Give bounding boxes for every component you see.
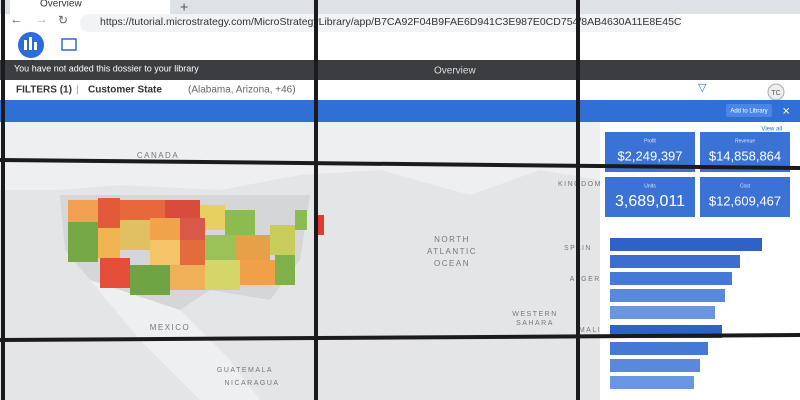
kpi-card <box>700 177 790 217</box>
state <box>205 260 240 290</box>
state <box>180 240 205 265</box>
state <box>120 200 165 220</box>
kpi-value: $12,609,467 <box>709 193 781 208</box>
library-strip <box>0 100 800 122</box>
map-label: CANADA <box>137 151 179 160</box>
url: https://tutorial.microstrategy.com/Micro… <box>100 16 682 28</box>
filter-name[interactable]: Customer State <box>88 85 162 96</box>
back[interactable]: ← <box>10 11 23 26</box>
bezel <box>0 158 800 170</box>
bar <box>610 342 708 355</box>
state <box>240 260 275 285</box>
map-label: MEXICO <box>150 323 191 332</box>
state <box>275 255 295 285</box>
user-initials: TC <box>771 90 780 97</box>
filter-row <box>0 80 800 100</box>
map-label: ATLANTIC <box>427 247 477 256</box>
map-label: WESTERN <box>512 311 558 318</box>
banner-message: You have not added this dossier to your … <box>14 63 199 73</box>
state <box>205 235 235 260</box>
map-label: ALGERIA <box>570 276 611 283</box>
land-canada <box>0 122 600 195</box>
state <box>170 265 205 290</box>
map-label: OCEAN <box>434 259 470 268</box>
state <box>100 258 130 288</box>
tab-bar <box>0 0 800 14</box>
state <box>98 228 120 258</box>
state <box>235 235 270 260</box>
state <box>98 198 120 228</box>
state <box>295 210 307 230</box>
view-all[interactable]: View all <box>761 127 782 133</box>
bezel <box>0 333 800 342</box>
close[interactable]: ✕ <box>782 107 790 118</box>
state <box>180 218 205 240</box>
state <box>165 200 200 218</box>
address-bar[interactable] <box>80 14 680 32</box>
kpi-value: $14,858,864 <box>709 148 781 163</box>
kpi-label: Units <box>644 183 656 189</box>
map-label: NICARAGUA <box>224 380 279 387</box>
separator: | <box>76 85 79 96</box>
filter-label[interactable]: FILTERS (1) <box>16 85 72 96</box>
kpi-label: Profit <box>644 138 656 144</box>
icon-part <box>34 42 37 50</box>
add-button[interactable] <box>726 104 772 117</box>
map-label: SAHARA <box>516 320 554 327</box>
state <box>130 265 170 295</box>
banner <box>0 60 800 80</box>
banner-title: Overview <box>434 66 476 77</box>
map-label: MALI <box>579 327 601 334</box>
map-label: NORTH <box>434 235 470 244</box>
state <box>68 222 98 262</box>
bar <box>610 272 732 285</box>
toc-icon[interactable] <box>61 38 77 51</box>
tab[interactable] <box>10 0 170 14</box>
state-choropleth <box>68 198 324 295</box>
state <box>68 200 98 222</box>
state <box>270 225 295 255</box>
kpi-card <box>605 177 695 217</box>
kpi-value: 3,689,011 <box>615 193 685 210</box>
state <box>120 220 150 250</box>
forward[interactable]: → <box>35 11 48 26</box>
bar <box>610 306 715 319</box>
map-label: GUATEMALA <box>217 367 273 374</box>
bar <box>610 255 740 268</box>
state <box>225 210 255 235</box>
app-toolbar <box>0 34 800 60</box>
state <box>150 218 180 240</box>
filter-detail: (Alabama, Arizona, +46) <box>188 85 296 96</box>
icon-part <box>29 37 32 50</box>
bar <box>610 289 725 302</box>
state <box>314 215 324 235</box>
add-button-label: Add to Library <box>730 109 767 115</box>
state <box>150 240 180 265</box>
filter-icon[interactable]: ▽ <box>698 82 707 94</box>
bar <box>610 376 694 389</box>
bar <box>610 359 700 372</box>
bar <box>610 238 762 251</box>
kpi-label: Revenue <box>735 138 755 144</box>
tab-title: Overview <box>40 0 82 10</box>
icon-part <box>24 40 27 50</box>
kpi-label: Cost <box>740 183 751 189</box>
reload[interactable]: ↻ <box>58 13 68 27</box>
new-tab[interactable]: + <box>180 0 188 15</box>
bar-list <box>610 238 762 389</box>
kpi-value: $2,249,397 <box>617 148 682 163</box>
